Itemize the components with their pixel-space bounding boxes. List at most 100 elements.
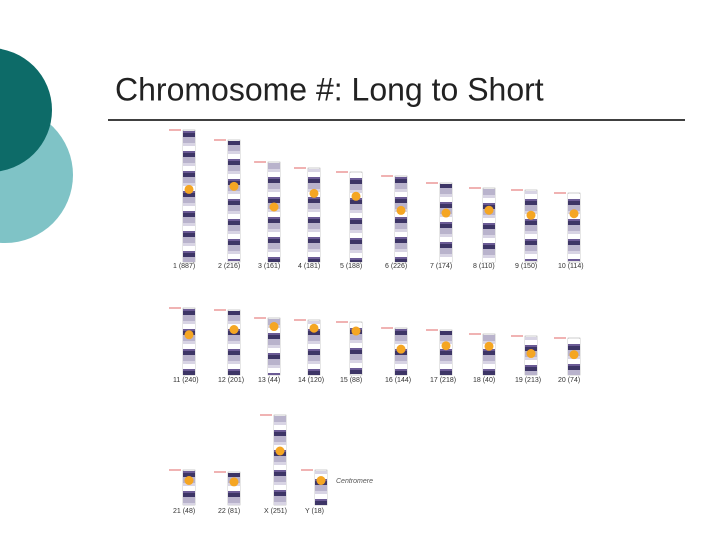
band (274, 490, 286, 492)
band (228, 234, 240, 239)
chromosome: 20 (74) (554, 337, 581, 384)
band (308, 212, 320, 217)
band (183, 137, 195, 143)
band (483, 238, 495, 243)
band (268, 319, 280, 325)
band (525, 245, 537, 251)
band (308, 369, 320, 371)
chromosome-label: 15 (88) (340, 377, 362, 384)
band (525, 191, 537, 194)
band (274, 482, 286, 485)
band (350, 370, 362, 374)
band (483, 245, 495, 249)
band (268, 259, 280, 262)
band (268, 239, 280, 243)
band (525, 340, 537, 345)
band (183, 473, 195, 477)
band (183, 341, 195, 344)
centromere (526, 210, 536, 220)
chromosome: 16 (144) (381, 327, 411, 384)
band (228, 315, 240, 321)
band (268, 189, 280, 192)
band (350, 190, 362, 193)
centromere (526, 349, 536, 359)
band (308, 223, 320, 229)
band (568, 221, 580, 225)
band (228, 145, 240, 151)
band (183, 369, 195, 371)
chromosome-label: Y (18) (305, 508, 324, 515)
band (395, 364, 407, 369)
band (228, 201, 240, 205)
band (350, 334, 362, 340)
band (568, 199, 580, 201)
band (268, 217, 280, 219)
band (483, 198, 495, 203)
band (183, 163, 195, 166)
centromere (269, 202, 279, 212)
band (268, 223, 280, 229)
centromere (441, 208, 451, 218)
band (274, 492, 286, 496)
band (228, 369, 240, 371)
band (440, 248, 452, 254)
band (308, 259, 320, 262)
band (350, 178, 362, 180)
band (568, 219, 580, 221)
band (274, 472, 286, 476)
band (274, 502, 286, 505)
band (315, 499, 327, 501)
band (228, 154, 240, 159)
band (268, 237, 280, 239)
band (308, 361, 320, 364)
band (274, 465, 286, 470)
decor-circle-dark (0, 48, 52, 172)
band (228, 194, 240, 199)
band (308, 349, 320, 351)
band (228, 493, 240, 497)
band (268, 373, 280, 375)
chromosome-label: 7 (174) (430, 263, 452, 270)
band (183, 253, 195, 257)
band (268, 257, 280, 259)
band (525, 219, 537, 221)
band (483, 215, 495, 218)
band (183, 206, 195, 211)
chromosome: 8 (110) (469, 187, 496, 270)
band (440, 361, 452, 364)
band (568, 201, 580, 205)
band (525, 259, 537, 261)
chromosome: 12 (201) (214, 309, 244, 384)
band (274, 430, 286, 432)
band (268, 183, 280, 189)
band (525, 360, 537, 365)
chromosome-label: 8 (110) (473, 263, 495, 270)
band (308, 341, 320, 344)
band (268, 335, 280, 339)
band (395, 223, 407, 229)
band (274, 422, 286, 425)
band (228, 503, 240, 505)
band (350, 173, 362, 178)
band (568, 364, 580, 366)
band (440, 244, 452, 248)
band (440, 351, 452, 355)
band (350, 260, 362, 262)
band (228, 321, 240, 324)
band (568, 370, 580, 375)
band (183, 361, 195, 364)
band (525, 254, 537, 259)
band (183, 231, 195, 233)
band (274, 432, 286, 436)
band (308, 344, 320, 349)
band (350, 343, 362, 348)
band (440, 234, 452, 237)
band (308, 355, 320, 361)
band (350, 368, 362, 370)
band (483, 223, 495, 225)
band (308, 257, 320, 259)
band (183, 213, 195, 217)
band (274, 442, 286, 445)
band (350, 350, 362, 354)
